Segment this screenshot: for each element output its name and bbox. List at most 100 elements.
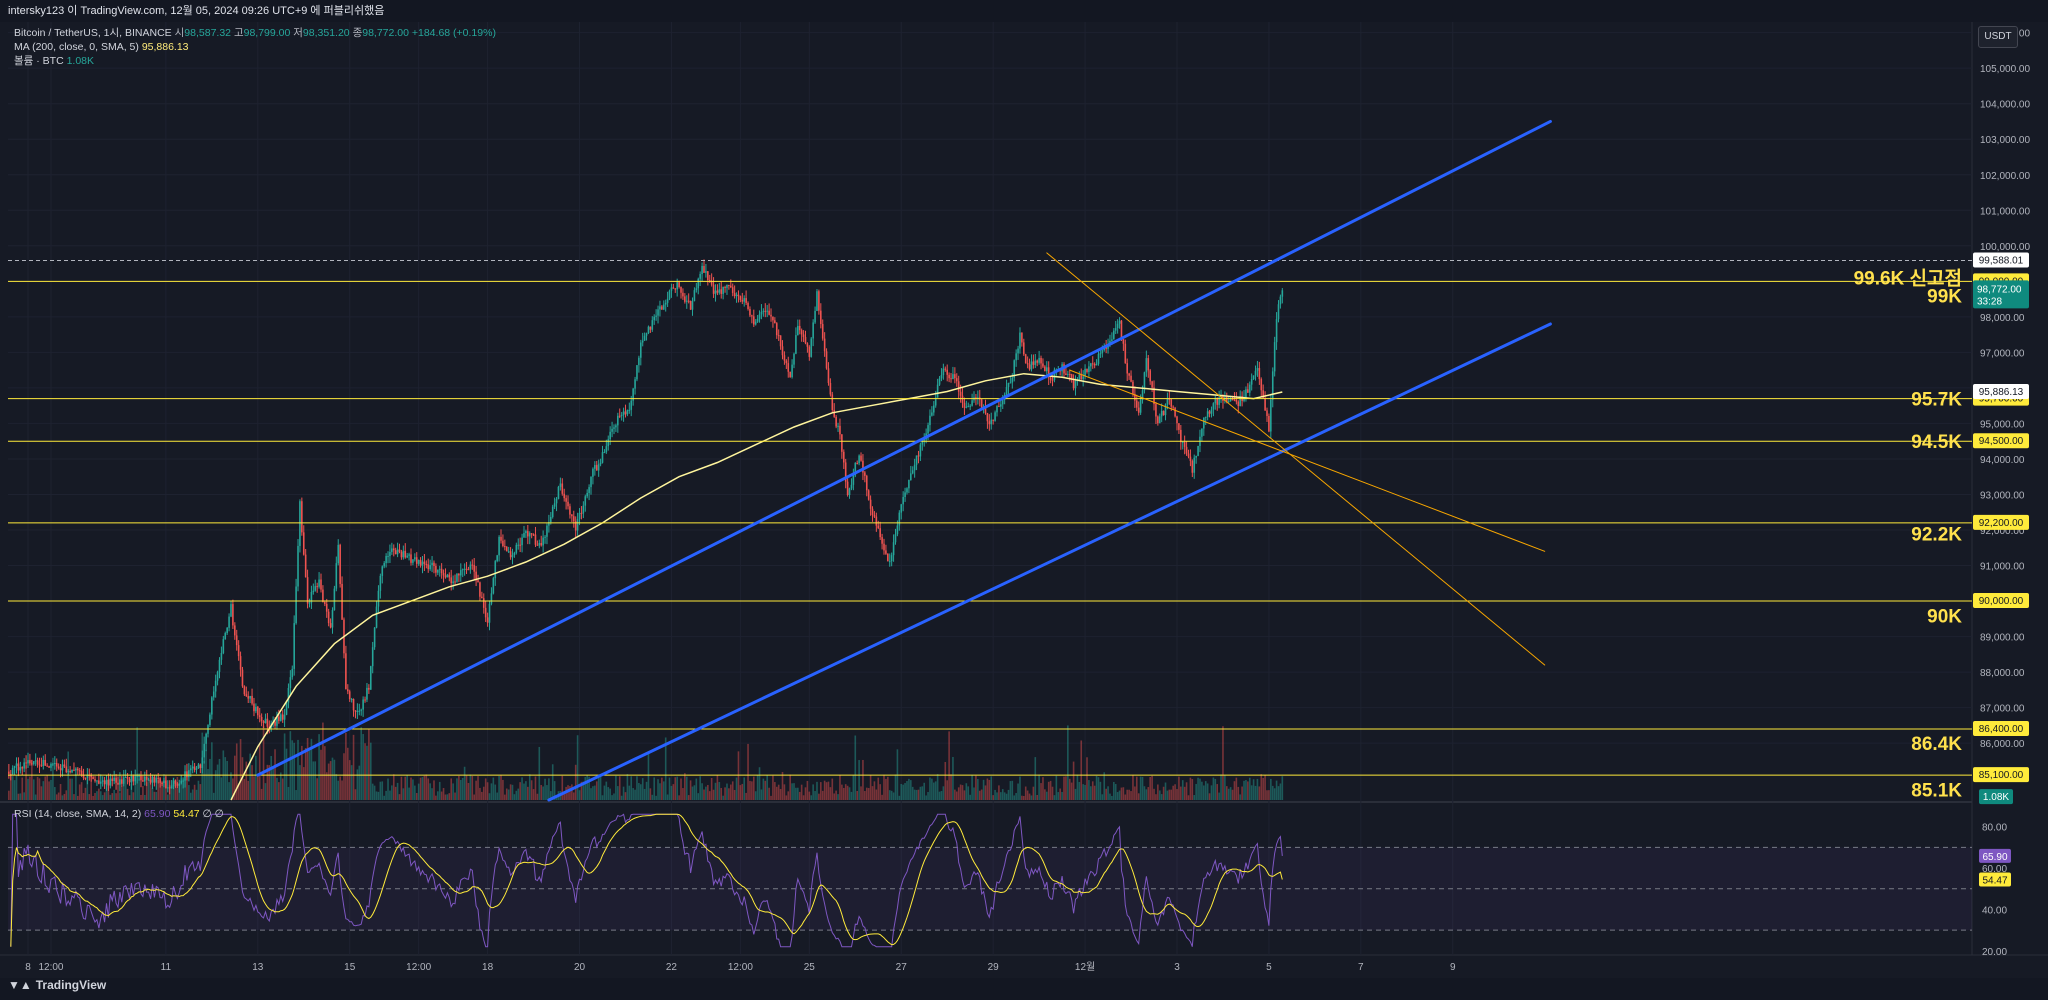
- volume-bar: [676, 776, 678, 800]
- volume-bar: [80, 782, 83, 800]
- candle-body: [211, 697, 213, 715]
- candle-body: [197, 764, 200, 769]
- candle-body: [662, 304, 665, 310]
- candle-body: [121, 779, 123, 784]
- volume-bar: [59, 784, 62, 800]
- volume-bar: [421, 777, 424, 800]
- candle-body: [603, 452, 606, 454]
- candle-body: [954, 374, 956, 379]
- volume-bar: [597, 777, 600, 800]
- volume-bar: [295, 790, 297, 800]
- volume-bar: [798, 791, 801, 800]
- candle-body: [90, 775, 92, 778]
- volume-bar: [940, 791, 943, 800]
- ma-legend-row[interactable]: MA (200, close, 0, SMA, 5) 95,886.13: [14, 40, 496, 54]
- volume-bar: [1183, 786, 1186, 800]
- volume-bar: [883, 774, 885, 800]
- candle-body: [703, 265, 705, 273]
- candle-body: [730, 285, 732, 288]
- candle-body: [46, 765, 48, 767]
- price-tag-text: 95,886.13: [1979, 387, 2024, 398]
- candle-body: [107, 779, 110, 786]
- volume-bar: [739, 785, 742, 800]
- volume-bar: [1160, 794, 1163, 800]
- volume-bar: [584, 777, 587, 800]
- candle-body: [511, 555, 514, 558]
- candle-body: [1248, 384, 1251, 393]
- volume-bar: [366, 745, 368, 800]
- candle-body: [25, 762, 27, 764]
- candle-body: [818, 291, 820, 311]
- candle-body: [182, 780, 184, 782]
- volume-bar: [551, 764, 554, 800]
- rsi-legend[interactable]: RSI (14, close, SMA, 14, 2) 65.90 54.47 …: [14, 808, 224, 820]
- candle-body: [29, 760, 31, 764]
- volume-bar: [105, 783, 108, 800]
- candle-body: [894, 534, 897, 543]
- volume-bar: [791, 783, 793, 800]
- volume-bar: [29, 776, 31, 800]
- volume-bar: [410, 777, 412, 800]
- candle-body: [1279, 296, 1282, 305]
- rsi-tick-label: 20.00: [1982, 947, 2007, 958]
- currency-unit-button[interactable]: USDT: [1978, 26, 2018, 48]
- volume-bar: [488, 793, 491, 800]
- volume-bar: [482, 786, 485, 800]
- candle-body: [752, 316, 755, 325]
- tradingview-branding[interactable]: ▼▲ TradingView: [8, 978, 106, 992]
- volume-bar: [140, 794, 142, 800]
- candle-body: [645, 333, 648, 336]
- volume-bar: [299, 765, 301, 800]
- candle-body: [23, 762, 25, 769]
- volume-bar: [973, 787, 975, 800]
- trendline: [1069, 369, 1546, 552]
- candle-body: [96, 780, 98, 782]
- volume-bar: [155, 791, 158, 800]
- volume-bar: [212, 792, 215, 800]
- volume-legend-row[interactable]: 볼륨 · BTC 1.08K: [14, 54, 496, 68]
- volume-bar: [1011, 780, 1014, 800]
- candle-body: [274, 721, 276, 726]
- volume-bar: [444, 794, 447, 800]
- change-value: +184.68 (+0.19%): [411, 27, 496, 39]
- volume-bar: [1149, 776, 1151, 800]
- volume-bar: [569, 786, 571, 800]
- volume-bar: [910, 780, 912, 800]
- volume-bar: [50, 779, 52, 800]
- candle-body: [1170, 399, 1173, 407]
- candle-body: [622, 411, 625, 415]
- volume-bar: [590, 788, 592, 800]
- volume-bar: [211, 742, 213, 800]
- volume-bar: [927, 792, 929, 800]
- candle-body: [952, 374, 954, 380]
- candle-body: [653, 316, 656, 321]
- volume-bar: [414, 785, 416, 800]
- volume-bar: [670, 785, 673, 800]
- candle-body: [132, 775, 135, 782]
- volume-bar: [1208, 793, 1211, 800]
- candle-body: [257, 706, 259, 716]
- candle-body: [339, 544, 341, 584]
- candle-body: [325, 603, 328, 612]
- volume-bar: [781, 771, 784, 800]
- volume-bar: [99, 791, 102, 800]
- price-tick-label: 92,000.00: [1980, 526, 2025, 537]
- candle-body: [551, 506, 554, 517]
- candle-body: [1134, 393, 1136, 401]
- volume-bar: [479, 787, 481, 800]
- candle-body: [597, 464, 600, 471]
- volume-bar: [911, 786, 914, 800]
- volume-bar: [852, 775, 855, 800]
- volume-bar: [1199, 778, 1201, 800]
- candle-body: [582, 505, 585, 514]
- candle-body: [693, 290, 696, 301]
- candle-body: [710, 280, 713, 285]
- volume-bar: [1147, 787, 1150, 800]
- volume-bar: [630, 776, 633, 800]
- price-tick-label: 98,000.00: [1980, 313, 2025, 324]
- candle-body: [705, 271, 707, 273]
- volume-bar: [182, 776, 184, 800]
- candle-body: [423, 561, 426, 565]
- candle-body: [21, 767, 24, 769]
